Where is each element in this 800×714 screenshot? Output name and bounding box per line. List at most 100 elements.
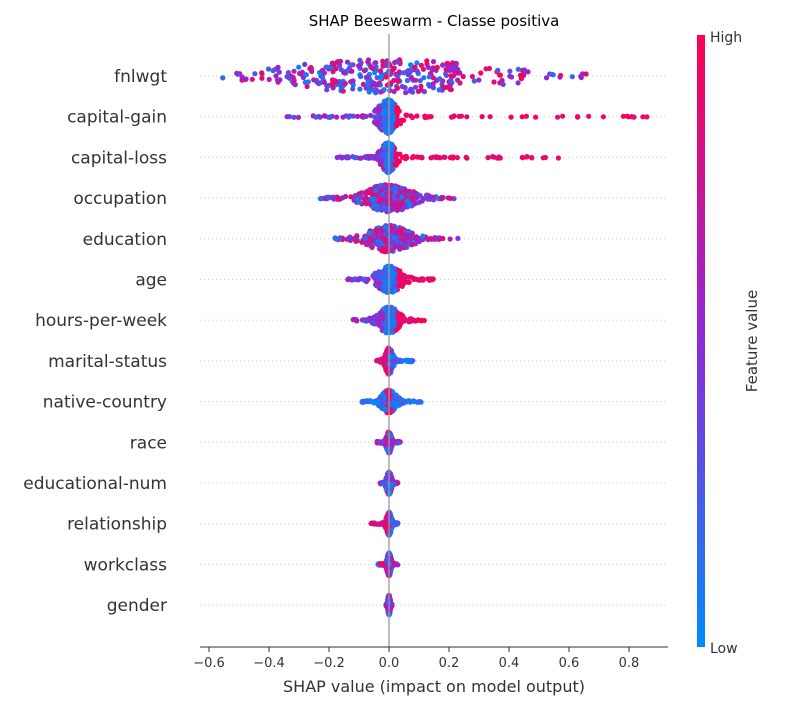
shap-point (431, 154, 437, 160)
shap-point (463, 154, 469, 160)
shap-point (337, 236, 343, 242)
shap-point (478, 70, 484, 76)
shap-point (359, 239, 365, 245)
shap-point (366, 89, 372, 95)
shap-point (369, 154, 375, 160)
shap-point (348, 62, 354, 68)
shap-point (414, 60, 420, 66)
shap-point (275, 64, 281, 70)
shap-point (367, 230, 373, 236)
shap-point (383, 74, 390, 80)
shap-point (384, 289, 390, 295)
shap-point (415, 88, 421, 94)
shap-point (550, 72, 556, 78)
shap-point (429, 236, 435, 242)
shap-point (404, 358, 410, 364)
shap-point (367, 186, 373, 192)
shap-point (404, 232, 410, 238)
shap-point (422, 114, 428, 121)
shap-point (406, 274, 412, 280)
chart-title: SHAP Beeswarm - Classe positiva (309, 12, 560, 30)
shap-point (379, 325, 385, 331)
feature-label-race: race (130, 433, 167, 453)
x-tick-label: 0.4 (499, 656, 520, 671)
shap-point (401, 242, 407, 248)
shap-point (365, 82, 371, 88)
shap-point (363, 235, 369, 241)
shap-point (220, 75, 226, 81)
shap-point (400, 280, 406, 286)
shap-point (507, 68, 513, 74)
shap-point (378, 75, 384, 81)
shap-point (390, 67, 396, 73)
shap-point (340, 88, 346, 94)
shap-point (333, 236, 339, 242)
shap-point (387, 282, 393, 288)
shap-point (380, 315, 386, 321)
shap-point (389, 145, 395, 151)
shap-point (330, 69, 336, 75)
shap-point (383, 206, 389, 212)
shap-point (412, 64, 418, 70)
shap-point (586, 113, 592, 119)
shap-point (419, 317, 425, 323)
shap-point (560, 113, 566, 119)
shap-point (413, 241, 419, 247)
shap-point (303, 72, 309, 78)
shap-point (354, 113, 361, 119)
shap-point (387, 482, 393, 488)
shap-point (524, 154, 530, 160)
shap-point (358, 73, 364, 80)
shap-point (390, 235, 396, 241)
shap-point (348, 79, 354, 85)
shap-point (391, 204, 398, 210)
shap-point (373, 60, 379, 66)
shap-point (345, 154, 351, 160)
shap-point (275, 77, 281, 83)
shap-point (520, 155, 526, 161)
shap-point (327, 114, 333, 120)
shap-point (374, 82, 381, 88)
shap-point (409, 316, 415, 322)
shap-point (365, 74, 371, 80)
shap-point (391, 520, 397, 526)
shap-point (424, 58, 430, 64)
feature-label-gender: gender (107, 596, 167, 616)
shap-point (365, 59, 371, 65)
shap-point (640, 114, 646, 120)
shap-point (347, 237, 353, 243)
shap-point (629, 114, 635, 120)
shap-point (377, 161, 383, 167)
shap-point (403, 153, 409, 159)
shap-point (404, 112, 410, 118)
shap-point (249, 76, 255, 82)
shap-point (515, 66, 521, 72)
shap-point (523, 113, 530, 119)
shap-point (425, 276, 431, 282)
shap-point (381, 102, 387, 108)
shap-point (381, 109, 387, 115)
shap-point (391, 319, 397, 325)
shap-point (454, 155, 460, 161)
shap-point (374, 207, 380, 213)
shap-point (383, 196, 390, 202)
shap-point (317, 196, 323, 202)
shap-point (423, 192, 430, 198)
shap-point (413, 77, 419, 83)
shap-point (447, 236, 453, 242)
shap-point (445, 63, 451, 69)
shap-point (395, 78, 401, 84)
shap-point (404, 198, 410, 204)
shap-point (408, 62, 414, 68)
feature-label-fnlwgt: fnlwgt (114, 67, 167, 87)
shap-point (496, 154, 502, 160)
x-tick-label: 0.0 (379, 656, 400, 671)
shap-point (395, 267, 401, 273)
shap-point (367, 315, 373, 321)
shap-point (430, 81, 436, 87)
shap-point (400, 226, 406, 232)
shap-point (319, 67, 326, 73)
shap-point (471, 78, 477, 84)
shap-point (380, 439, 386, 445)
shap-point (400, 70, 407, 76)
